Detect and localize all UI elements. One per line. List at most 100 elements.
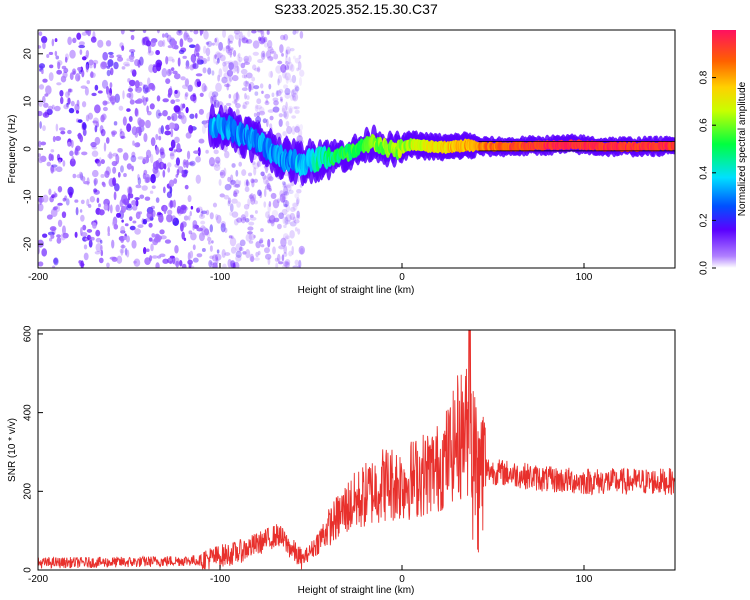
spectral-noise-blob (219, 171, 224, 176)
spectral-noise-blob (290, 206, 296, 213)
spectral-noise-blob (149, 190, 154, 194)
spectral-noise-blob (227, 258, 232, 268)
spectral-noise-blob (211, 254, 219, 262)
spectral-noise-blob (214, 253, 222, 261)
spectral-noise-blob (288, 56, 291, 65)
spectral-noise-blob (173, 73, 181, 80)
spectral-noise-blob (243, 203, 250, 210)
spectral-noise-blob (297, 61, 302, 71)
spectral-noise-blob (122, 116, 127, 126)
spectral-noise-blob (236, 201, 241, 208)
spectral-noise-blob (282, 199, 290, 207)
spectral-noise-blob (209, 255, 214, 259)
spectral-noise-blob (70, 139, 74, 148)
spectral-noise-blob (50, 234, 55, 239)
spectral-noise-blob (175, 157, 181, 166)
spectral-noise-blob (188, 124, 194, 134)
spectral-noise-blob (150, 173, 156, 184)
spectral-noise-blob (120, 30, 125, 35)
spectral-noise-blob (205, 47, 211, 57)
spectral-noise-blob (255, 251, 259, 258)
spectral-noise-blob (101, 113, 107, 121)
spectral-noise-blob (205, 41, 210, 45)
spectral-noise-blob (67, 97, 71, 105)
spectral-noise-blob (166, 34, 172, 43)
spectral-noise-blob (210, 95, 214, 105)
spectral-noise-blob (120, 165, 124, 173)
spectral-noise-blob (94, 136, 101, 145)
spectral-noise-blob (230, 262, 236, 268)
spectral-noise-blob (229, 203, 234, 213)
spectral-noise-blob (285, 199, 288, 208)
spectral-noise-blob (266, 30, 270, 35)
spectral-noise-blob (79, 49, 83, 55)
spectral-noise-blob (254, 210, 258, 214)
spectral-noise-blob (214, 37, 219, 46)
spectral-noise-blob (132, 140, 135, 146)
spectral-noise-blob (223, 104, 228, 114)
ridge-core (672, 141, 675, 151)
spectral-noise-blob (128, 85, 132, 91)
spectral-noise-blob (120, 135, 126, 139)
spectral-noise-blob (176, 142, 181, 153)
spectral-noise-blob (194, 44, 201, 53)
spectral-noise-blob (141, 185, 148, 191)
spectral-noise-blob (179, 38, 184, 48)
spectral-noise-blob (240, 62, 246, 69)
spectral-noise-blob (124, 223, 129, 227)
spectral-noise-blob (200, 220, 206, 225)
spectral-noise-blob (238, 38, 241, 48)
spectral-noise-blob (158, 213, 164, 223)
spectral-noise-blob (125, 235, 130, 243)
spectral-noise-blob (189, 30, 193, 33)
spectral-noise-blob (112, 152, 118, 157)
spectral-noise-blob (72, 37, 77, 44)
spectral-noise-blob (104, 170, 110, 178)
spectral-noise-blob (94, 84, 99, 91)
spectral-noise-blob (83, 252, 89, 261)
spectral-noise-blob (284, 92, 291, 99)
spectral-noise-blob (283, 224, 287, 229)
spectral-noise-blob (260, 36, 266, 44)
spectral-noise-blob (223, 194, 230, 200)
spectral-noise-blob (181, 231, 185, 240)
spectral-noise-blob (268, 215, 276, 223)
spectral-noise-blob (239, 31, 243, 41)
spectral-noise-blob (109, 82, 113, 89)
spectral-noise-blob (228, 93, 232, 99)
spectral-noise-blob (121, 45, 125, 51)
spectral-noise-blob (167, 45, 173, 49)
spectral-noise-blob (80, 199, 85, 205)
spectral-noise-blob (61, 225, 66, 235)
spectral-noise-blob (61, 211, 67, 219)
spectral-noise-blob (57, 202, 63, 206)
spectral-noise-blob (38, 84, 45, 90)
spectral-noise-blob (185, 65, 190, 70)
spectral-noise-blob (171, 67, 175, 71)
spectral-noise-blob (213, 164, 221, 171)
spectral-noise-blob (130, 155, 137, 163)
spectrogram-y-tick-label: 0 (23, 146, 34, 152)
spectral-noise-blob (82, 123, 87, 130)
spectral-noise-blob (233, 190, 238, 197)
spectral-noise-blob (50, 149, 55, 153)
spectral-noise-blob (105, 137, 110, 144)
spectral-noise-blob (126, 58, 131, 62)
spectral-noise-blob (52, 206, 58, 211)
spectral-noise-blob (77, 132, 82, 140)
spectral-noise-blob (259, 237, 264, 244)
spectral-noise-blob (270, 70, 273, 78)
spectral-noise-blob (299, 124, 304, 131)
spectral-noise-blob (285, 49, 288, 58)
spectral-noise-blob (196, 207, 201, 213)
spectral-noise-blob (226, 76, 232, 85)
spectral-noise-blob (89, 64, 93, 69)
spectral-noise-blob (230, 47, 234, 51)
spectral-noise-blob (83, 244, 88, 250)
spectral-noise-blob (273, 100, 279, 106)
spectral-noise-blob (38, 45, 42, 49)
spectral-noise-blob (174, 90, 178, 94)
spectral-noise-blob (42, 78, 48, 83)
spectral-noise-blob (169, 260, 173, 265)
spectral-noise-blob (67, 129, 72, 135)
